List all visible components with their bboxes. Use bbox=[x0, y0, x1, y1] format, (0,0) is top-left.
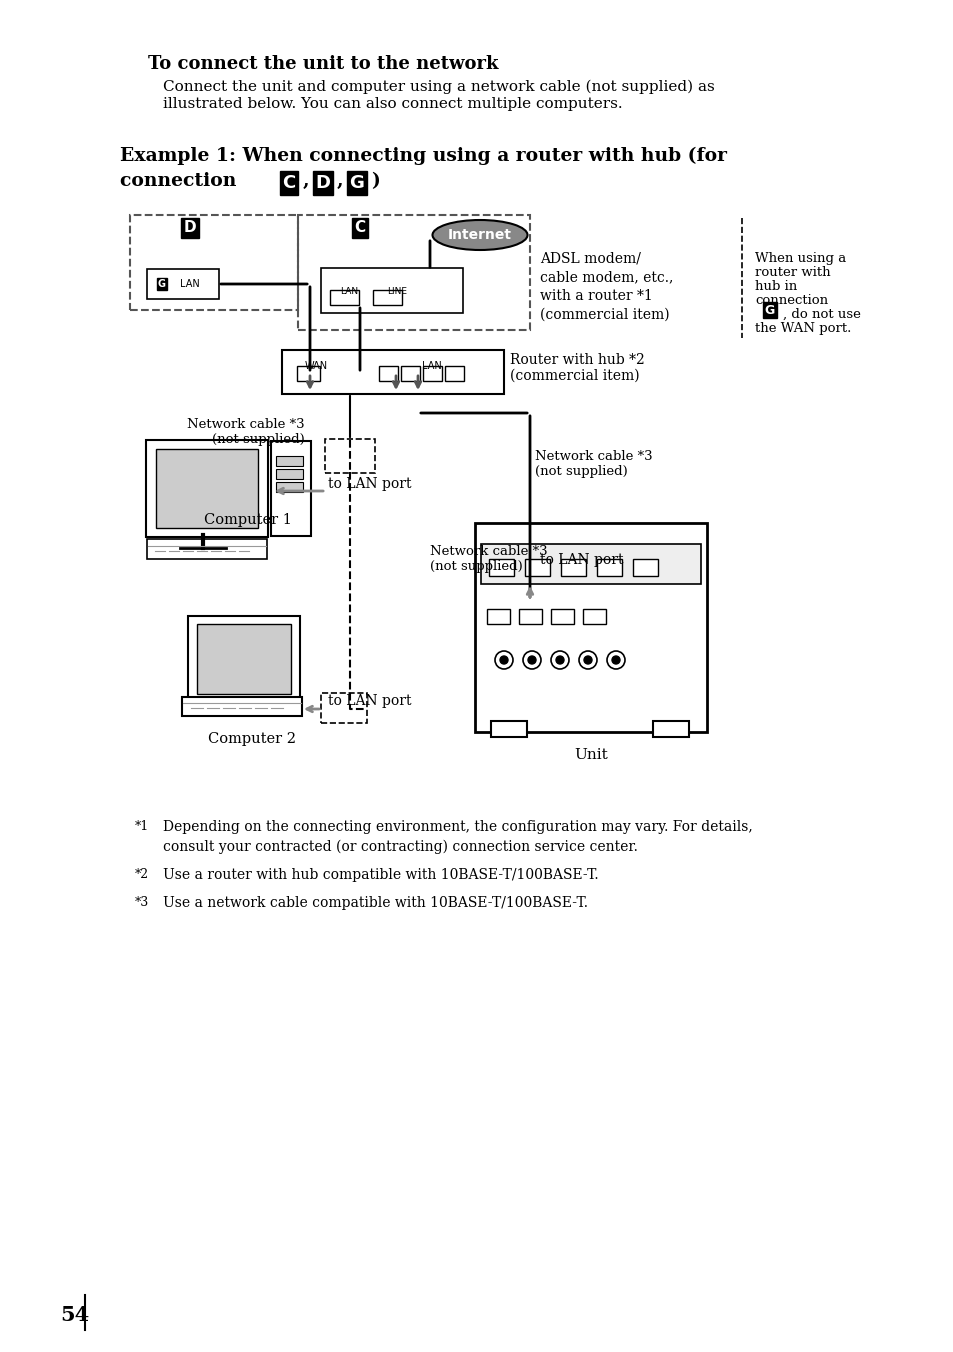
FancyBboxPatch shape bbox=[491, 721, 526, 737]
Text: Unit: Unit bbox=[574, 748, 607, 763]
FancyBboxPatch shape bbox=[374, 289, 402, 304]
FancyBboxPatch shape bbox=[147, 539, 267, 558]
Text: ADSL modem/
cable modem, etc.,
with a router *1
(commercial item): ADSL modem/ cable modem, etc., with a ro… bbox=[539, 251, 673, 322]
Text: to LAN port: to LAN port bbox=[328, 477, 411, 491]
FancyBboxPatch shape bbox=[325, 439, 375, 473]
FancyBboxPatch shape bbox=[489, 558, 514, 576]
Text: WAN: WAN bbox=[304, 361, 327, 370]
Circle shape bbox=[499, 656, 507, 664]
Text: the WAN port.: the WAN port. bbox=[754, 322, 850, 335]
FancyBboxPatch shape bbox=[297, 365, 320, 380]
Text: Network cable *3
(not supplied): Network cable *3 (not supplied) bbox=[535, 450, 652, 479]
FancyBboxPatch shape bbox=[276, 469, 303, 479]
Text: connection: connection bbox=[754, 293, 827, 307]
Text: G: G bbox=[349, 174, 364, 192]
Text: D: D bbox=[184, 220, 196, 235]
Text: LAN: LAN bbox=[180, 279, 200, 289]
Text: router with: router with bbox=[754, 266, 830, 279]
Circle shape bbox=[612, 656, 619, 664]
FancyBboxPatch shape bbox=[519, 608, 542, 623]
Text: *2: *2 bbox=[135, 868, 149, 882]
FancyBboxPatch shape bbox=[188, 617, 299, 702]
FancyBboxPatch shape bbox=[561, 558, 586, 576]
Text: Computer 2: Computer 2 bbox=[208, 731, 295, 746]
FancyBboxPatch shape bbox=[583, 608, 606, 623]
Text: Internet: Internet bbox=[448, 228, 512, 242]
FancyBboxPatch shape bbox=[487, 608, 510, 623]
Text: When using a: When using a bbox=[754, 251, 845, 265]
Text: Example 1: When connecting using a router with hub (for: Example 1: When connecting using a route… bbox=[120, 147, 726, 165]
Text: C: C bbox=[355, 220, 365, 235]
FancyBboxPatch shape bbox=[271, 441, 311, 535]
Text: G: G bbox=[764, 303, 774, 316]
Text: LINE: LINE bbox=[387, 288, 407, 296]
Text: connection: connection bbox=[120, 172, 243, 191]
Text: LAN: LAN bbox=[421, 361, 441, 370]
Text: 54: 54 bbox=[60, 1305, 90, 1325]
Text: ,: , bbox=[336, 172, 343, 191]
Text: Router with hub *2
(commercial item): Router with hub *2 (commercial item) bbox=[510, 353, 644, 383]
Text: *3: *3 bbox=[135, 896, 149, 909]
Text: LAN: LAN bbox=[339, 288, 357, 296]
Circle shape bbox=[556, 656, 563, 664]
Text: *1: *1 bbox=[135, 821, 149, 833]
Text: Network cable *3
(not supplied): Network cable *3 (not supplied) bbox=[187, 418, 305, 446]
Text: C: C bbox=[282, 174, 295, 192]
Text: Depending on the connecting environment, the configuration may vary. For details: Depending on the connecting environment,… bbox=[163, 821, 752, 854]
FancyBboxPatch shape bbox=[182, 698, 302, 717]
FancyBboxPatch shape bbox=[423, 365, 442, 380]
FancyBboxPatch shape bbox=[276, 456, 303, 465]
FancyBboxPatch shape bbox=[597, 558, 622, 576]
FancyBboxPatch shape bbox=[401, 365, 420, 380]
Text: G: G bbox=[158, 279, 166, 289]
FancyBboxPatch shape bbox=[330, 289, 359, 304]
Text: hub in: hub in bbox=[754, 280, 797, 293]
Circle shape bbox=[527, 656, 536, 664]
Circle shape bbox=[583, 656, 592, 664]
Text: Connect the unit and computer using a network cable (not supplied) as
illustrate: Connect the unit and computer using a ne… bbox=[163, 80, 714, 111]
FancyBboxPatch shape bbox=[379, 365, 398, 380]
FancyBboxPatch shape bbox=[320, 694, 367, 723]
FancyBboxPatch shape bbox=[475, 523, 706, 731]
Text: To connect the unit to the network: To connect the unit to the network bbox=[148, 55, 498, 73]
FancyBboxPatch shape bbox=[445, 365, 464, 380]
Text: D: D bbox=[315, 174, 330, 192]
FancyBboxPatch shape bbox=[633, 558, 658, 576]
FancyBboxPatch shape bbox=[147, 269, 219, 299]
FancyBboxPatch shape bbox=[525, 558, 550, 576]
Text: Computer 1: Computer 1 bbox=[204, 512, 292, 527]
Text: Use a router with hub compatible with 10BASE-T/100BASE-T.: Use a router with hub compatible with 10… bbox=[163, 868, 598, 882]
Text: to LAN port: to LAN port bbox=[539, 553, 623, 566]
Text: ): ) bbox=[371, 172, 379, 191]
FancyBboxPatch shape bbox=[196, 625, 291, 694]
FancyBboxPatch shape bbox=[480, 544, 700, 584]
Text: Network cable *3
(not supplied): Network cable *3 (not supplied) bbox=[430, 545, 547, 573]
FancyBboxPatch shape bbox=[282, 350, 503, 393]
FancyBboxPatch shape bbox=[276, 481, 303, 492]
FancyBboxPatch shape bbox=[156, 449, 257, 529]
Text: to LAN port: to LAN port bbox=[328, 694, 411, 708]
FancyBboxPatch shape bbox=[551, 608, 574, 623]
Ellipse shape bbox=[432, 220, 527, 250]
Text: , do not use: , do not use bbox=[782, 308, 860, 320]
FancyBboxPatch shape bbox=[652, 721, 688, 737]
Text: ,: , bbox=[303, 172, 310, 191]
Text: Use a network cable compatible with 10BASE-T/100BASE-T.: Use a network cable compatible with 10BA… bbox=[163, 896, 587, 910]
FancyBboxPatch shape bbox=[146, 439, 268, 537]
FancyBboxPatch shape bbox=[320, 268, 462, 314]
